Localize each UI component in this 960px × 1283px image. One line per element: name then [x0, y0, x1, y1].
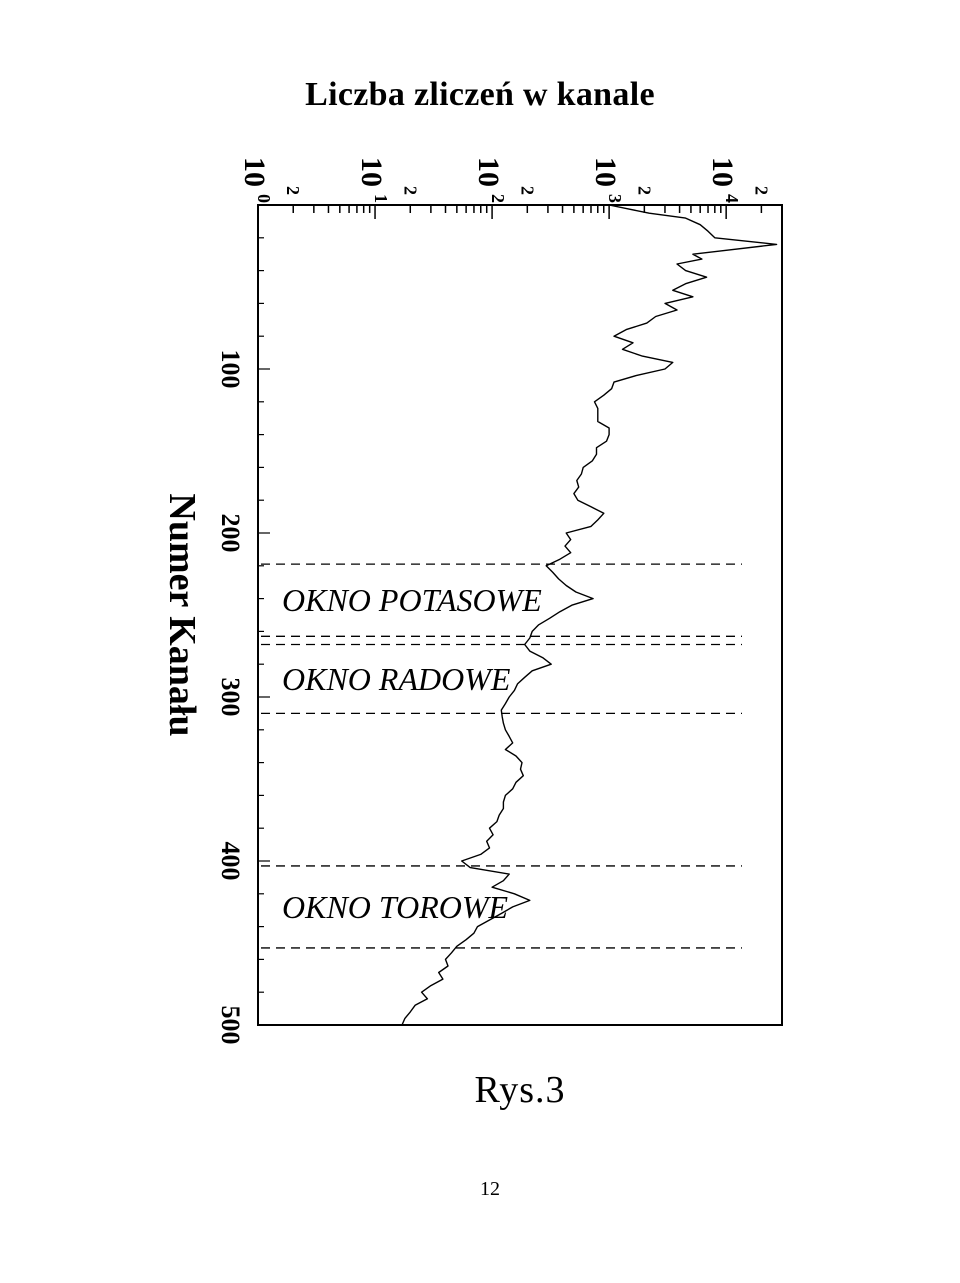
- decade-tick-base: 10: [355, 157, 388, 187]
- window-label: OKNO RADOWE: [282, 661, 511, 697]
- minor-tick-label: 2: [517, 186, 537, 195]
- channel-tick-label: 200: [216, 514, 245, 553]
- decade-tick-base: 10: [472, 157, 505, 187]
- channel-tick-label: 400: [216, 842, 245, 881]
- window-label: OKNO POTASOWE: [282, 582, 542, 618]
- minor-tick-label: 2: [751, 186, 771, 195]
- channel-tick-label: 500: [216, 1006, 245, 1045]
- minor-tick-label: 2: [400, 186, 420, 195]
- decade-tick-exponent: 1: [371, 194, 391, 203]
- figure-caption: Rys.3: [474, 1069, 566, 1111]
- decade-tick-exponent: 4: [722, 194, 742, 203]
- decade-tick-base: 10: [238, 157, 271, 187]
- decade-tick-exponent: 3: [605, 194, 625, 203]
- decade-tick-label: 10 4: [706, 157, 742, 203]
- decade-tick-label: 10 0: [238, 157, 274, 203]
- minor-tick-label: 2: [283, 186, 303, 195]
- decade-tick-label: 10 3: [589, 157, 625, 203]
- decade-tick-base: 10: [589, 157, 622, 187]
- decade-tick-label: 10 2: [472, 157, 508, 203]
- decade-tick-label: 10 1: [355, 157, 391, 203]
- plot-frame: [257, 204, 783, 1026]
- window-label: OKNO TOROWE: [282, 889, 509, 925]
- channel-tick-label: 100: [216, 350, 245, 389]
- page-number: 12: [480, 1178, 500, 1200]
- decade-tick-exponent: 0: [254, 194, 274, 203]
- minor-tick-label: 2: [634, 186, 654, 195]
- channel-tick-label: 300: [216, 678, 245, 717]
- decade-tick-base: 10: [706, 157, 739, 187]
- decade-tick-exponent: 2: [488, 194, 508, 203]
- chart-top-title: Liczba zliczeń w kanale: [305, 76, 655, 113]
- spectrum-line: [401, 204, 778, 1026]
